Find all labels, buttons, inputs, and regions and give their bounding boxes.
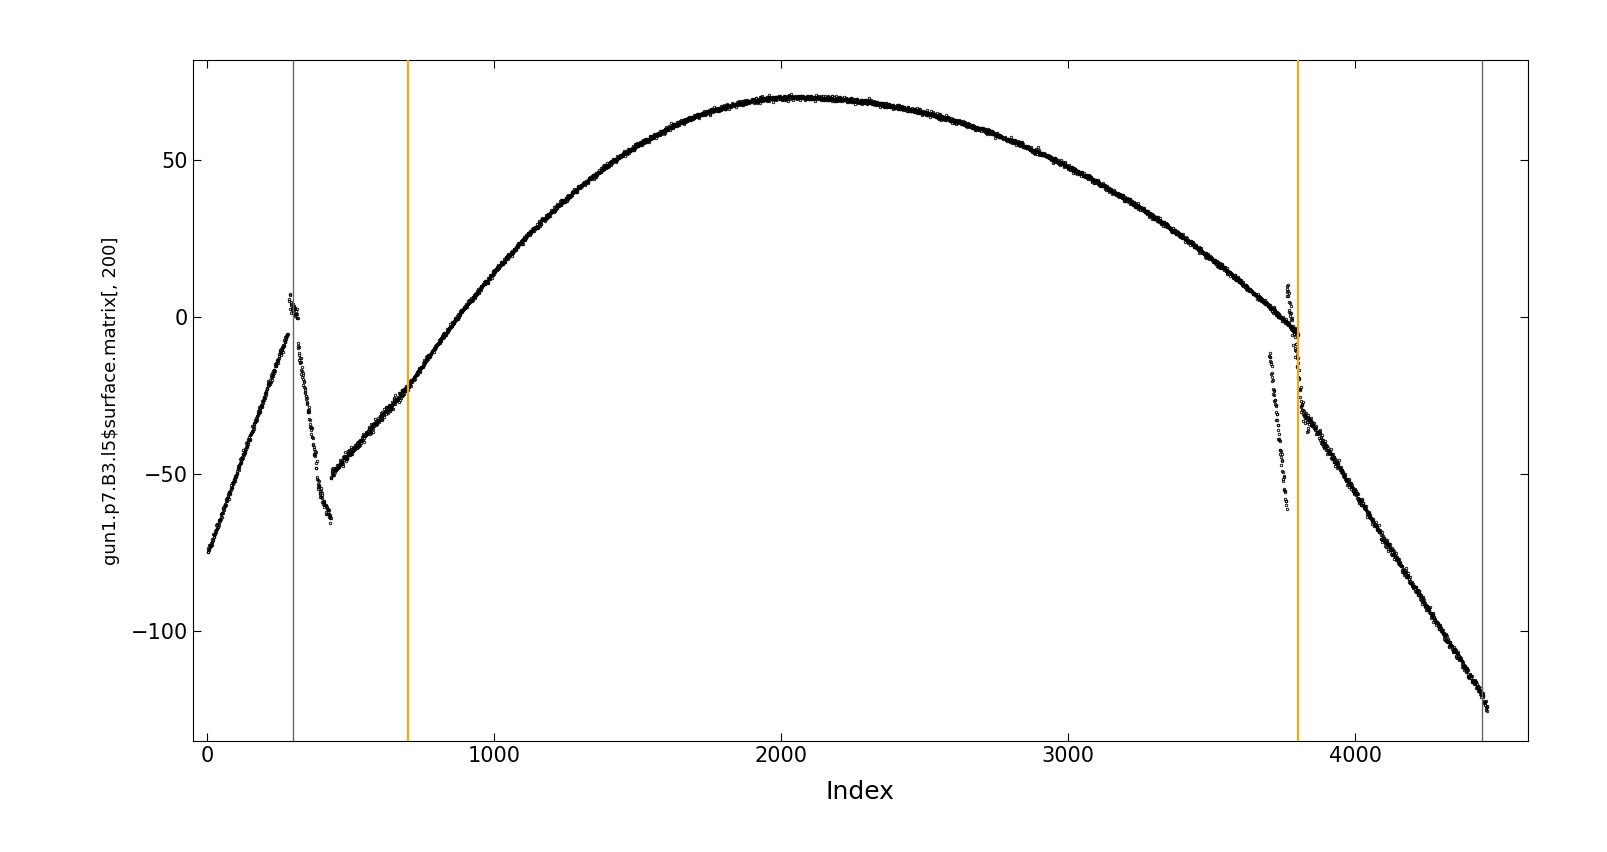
Y-axis label: gun1.p7.B3.l5$surface.matrix[, 200]: gun1.p7.B3.l5$surface.matrix[, 200] bbox=[101, 236, 119, 565]
X-axis label: Index: Index bbox=[826, 780, 893, 804]
